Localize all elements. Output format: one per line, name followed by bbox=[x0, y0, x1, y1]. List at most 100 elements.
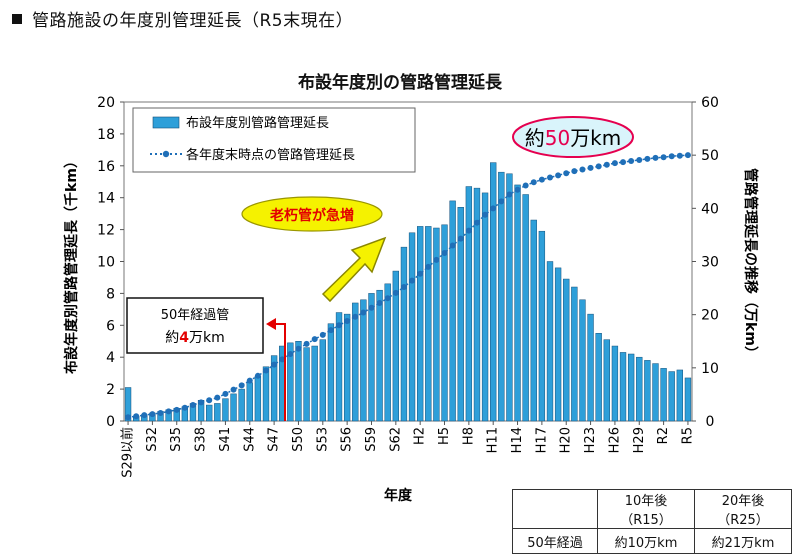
line-point bbox=[611, 160, 618, 167]
y-left-tick-label: 16 bbox=[97, 159, 115, 175]
x-tick-label: H5 bbox=[437, 427, 452, 445]
over50-line1: 50年経過管 bbox=[161, 308, 230, 323]
bar bbox=[214, 403, 221, 422]
line-point bbox=[409, 277, 416, 284]
x-tick-label: H23 bbox=[583, 427, 598, 453]
bar bbox=[603, 339, 610, 422]
bar bbox=[449, 200, 456, 422]
bar bbox=[408, 232, 416, 422]
bar bbox=[498, 171, 505, 422]
x-tick-label: H26 bbox=[607, 427, 622, 453]
line-point bbox=[603, 161, 610, 168]
bar bbox=[579, 299, 586, 422]
over50-callout: 50年経過管 約4万km bbox=[126, 297, 286, 421]
summary-value-10y: 約10万km bbox=[597, 528, 695, 554]
line-point bbox=[441, 249, 448, 256]
line-point bbox=[538, 176, 545, 183]
x-tick-label: S62 bbox=[388, 427, 403, 452]
bar bbox=[230, 393, 237, 422]
bar bbox=[652, 363, 659, 422]
bar bbox=[546, 261, 554, 422]
over50-marker-line bbox=[275, 323, 286, 421]
line-point bbox=[636, 156, 643, 163]
bar bbox=[360, 299, 367, 422]
x-tick-label: S44 bbox=[242, 427, 257, 452]
line-point bbox=[336, 322, 343, 329]
bar bbox=[684, 377, 692, 422]
bar bbox=[676, 369, 683, 422]
bar bbox=[473, 187, 481, 422]
line-point bbox=[287, 351, 294, 358]
line-point bbox=[490, 205, 497, 212]
x-tick-label: R2 bbox=[656, 427, 671, 444]
legend-bar-swatch bbox=[152, 116, 180, 129]
bar bbox=[319, 339, 326, 422]
line-point bbox=[433, 256, 440, 263]
bar bbox=[222, 398, 229, 422]
bar bbox=[238, 388, 245, 422]
y-axis-right-title: 管路管理延長の推移（万km） bbox=[742, 168, 759, 360]
y-left-tick-label: 0 bbox=[106, 414, 115, 430]
bar bbox=[343, 313, 351, 422]
summary-value-20y: 約21万km bbox=[694, 528, 792, 554]
line-point bbox=[676, 152, 683, 159]
line-point bbox=[425, 263, 432, 270]
legend-line-marker bbox=[162, 150, 170, 158]
bar bbox=[554, 267, 562, 422]
page-heading-text: 管路施設の年度別管理延長（R5末現在） bbox=[32, 11, 354, 31]
legend: 布設年度別管路管理延長 各年度末時点の管路管理延長 bbox=[132, 107, 416, 173]
bar bbox=[611, 345, 619, 422]
bar bbox=[206, 404, 213, 422]
line-point bbox=[392, 289, 399, 296]
line-point bbox=[254, 372, 261, 379]
summary-header-10y: 10年後（R15） bbox=[597, 489, 695, 529]
bar bbox=[636, 356, 643, 422]
line-point bbox=[311, 336, 318, 343]
line-point bbox=[246, 377, 253, 384]
x-tick-label: H8 bbox=[461, 427, 476, 445]
bar bbox=[660, 368, 667, 422]
y-right-tick-label: 10 bbox=[701, 361, 719, 377]
line-point bbox=[198, 399, 205, 406]
line-point bbox=[230, 386, 237, 393]
y-left-tick-label: 12 bbox=[97, 223, 115, 239]
line-point bbox=[125, 414, 132, 421]
line-point bbox=[352, 313, 359, 320]
line-point bbox=[473, 219, 480, 226]
x-tick-label: S59 bbox=[364, 427, 379, 452]
bar bbox=[295, 341, 302, 422]
bar bbox=[335, 312, 343, 422]
increase-label: 老朽管が急増 bbox=[270, 207, 354, 224]
line-point bbox=[684, 152, 691, 159]
bar bbox=[425, 226, 432, 422]
increase-callout: 老朽管が急増 bbox=[241, 196, 387, 303]
bar bbox=[627, 353, 635, 422]
x-tick-label: S35 bbox=[169, 427, 184, 452]
line-point bbox=[547, 174, 553, 181]
x-tick-label: H11 bbox=[486, 427, 501, 453]
x-tick-label: H29 bbox=[632, 427, 647, 453]
bar bbox=[262, 366, 270, 422]
y-right-tick-label: 50 bbox=[701, 148, 719, 164]
bar bbox=[400, 246, 408, 422]
bar bbox=[417, 226, 424, 422]
line-point bbox=[587, 164, 594, 171]
x-tick-label: H14 bbox=[510, 427, 525, 453]
bar bbox=[522, 194, 529, 422]
line-point bbox=[595, 163, 602, 170]
line-point bbox=[628, 158, 635, 165]
over50-line2: 約4万km bbox=[165, 330, 225, 346]
line-point bbox=[344, 318, 351, 325]
legend-bar-label: 布設年度別管路管理延長 bbox=[186, 115, 329, 131]
line-point bbox=[465, 227, 472, 234]
total-ellipse bbox=[512, 116, 634, 158]
y-right-tick-label: 40 bbox=[701, 201, 719, 217]
bar bbox=[368, 293, 375, 422]
axes: 0 2 4 6 8 10 12 14 16 18 20 0 10 20 30 40 50 60 S29以前 S32 S3… bbox=[97, 95, 719, 478]
line-point bbox=[149, 411, 156, 418]
x-tick-label: S32 bbox=[145, 427, 160, 452]
line-point bbox=[133, 413, 140, 420]
x-tick-label: R5 bbox=[680, 427, 695, 444]
bar bbox=[644, 360, 651, 422]
